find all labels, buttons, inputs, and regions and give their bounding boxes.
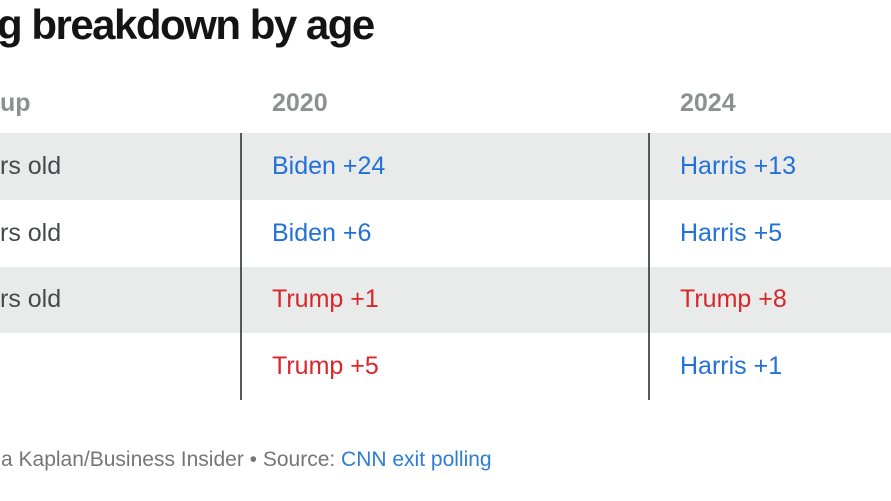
table-row: rs old Biden +6 Harris +5	[0, 200, 891, 267]
result-2024: Trump +8	[680, 285, 787, 314]
page-title: g breakdown by age	[0, 1, 375, 48]
result-2020: Trump +1	[272, 285, 379, 314]
result-2024: Harris +13	[680, 151, 797, 180]
result-2020: Biden +6	[272, 218, 372, 247]
age-group-label: rs old	[0, 151, 62, 180]
table-row: Trump +5 Harris +1	[0, 333, 891, 400]
source-link[interactable]: CNN exit polling	[341, 448, 492, 471]
column-divider-right	[648, 133, 650, 400]
column-header-age-group: up	[0, 89, 31, 117]
result-2020: Biden +24	[272, 151, 386, 180]
credit-text: a Kaplan/Business Insider • Source:	[1, 448, 342, 471]
result-2024: Harris +5	[680, 218, 783, 247]
results-table: rs old Biden +24 Harris +13 rs old Biden…	[0, 133, 891, 400]
result-2024: Harris +1	[680, 352, 783, 381]
column-header-2024: 2024	[680, 89, 736, 117]
column-header-2020: 2020	[272, 89, 328, 117]
age-group-label: rs old	[0, 218, 62, 247]
column-divider-left	[240, 133, 242, 400]
table-row: rs old Trump +1 Trump +8	[0, 266, 891, 334]
result-2020: Trump +5	[272, 352, 379, 381]
age-group-label: rs old	[0, 285, 62, 314]
table-row: rs old Biden +24 Harris +13	[0, 133, 891, 200]
footer-credit: a Kaplan/Business Insider • Source: CNN …	[1, 448, 492, 472]
